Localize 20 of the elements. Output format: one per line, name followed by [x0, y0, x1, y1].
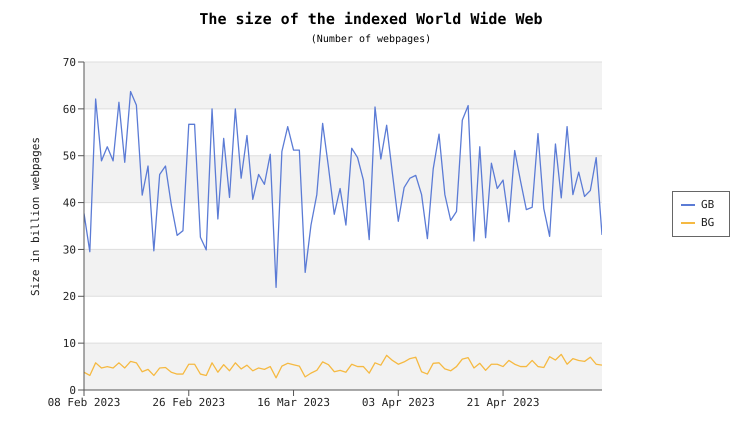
line-series — [84, 354, 602, 378]
x-tick-label: 08 Feb 2023 — [48, 396, 120, 409]
chart-title: The size of the indexed World Wide Web — [198, 10, 544, 28]
chart-subtitle: (Number of webpages) — [310, 34, 432, 45]
legend-label: GB — [701, 197, 714, 213]
y-tick-label: 40 — [62, 196, 76, 210]
x-tick-label: 03 Apr 2023 — [362, 396, 435, 409]
x-tick-label: 16 Mar 2023 — [257, 396, 330, 409]
line-series — [84, 90, 602, 288]
x-tick-label: 21 Apr 2023 — [466, 396, 540, 409]
y-tick-label: 30 — [62, 243, 76, 256]
legend-label: BG — [701, 215, 714, 231]
y-tick-label: 60 — [62, 102, 76, 116]
y-tick-label: 70 — [62, 56, 76, 69]
y-tick-label: 20 — [62, 290, 76, 304]
y-axis-title: Size in billion webpages — [28, 137, 42, 296]
y-tick-label: 50 — [62, 150, 76, 163]
x-tick-label: 26 Feb 2023 — [152, 396, 226, 409]
y-tick-label: 10 — [62, 337, 76, 350]
y-tick-label: 0 — [69, 384, 76, 397]
